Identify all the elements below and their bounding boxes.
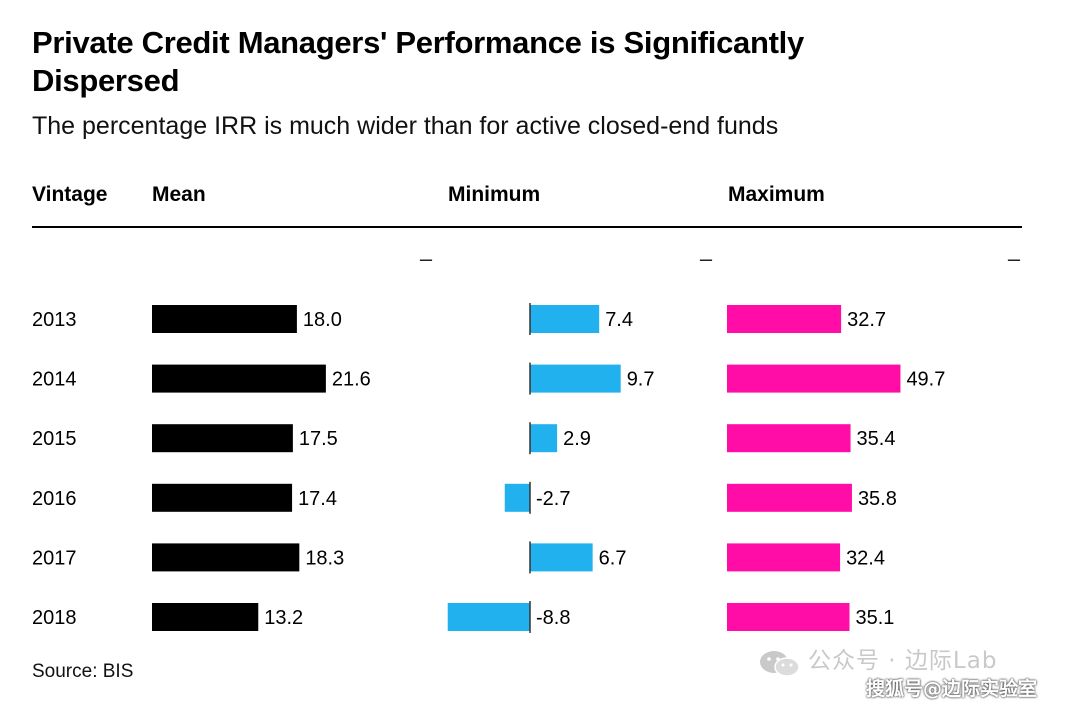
wechat-logo-icon [760,651,800,677]
vintage-label: 2018 [32,607,77,629]
maximum-value-label: 35.1 [855,607,894,629]
maximum-bar [727,424,851,453]
chart-subtitle: The percentage IRR is much wider than fo… [32,112,779,140]
mean-value-label: 17.5 [299,428,338,450]
mean-bar [152,483,293,512]
maximum-value-label: 32.7 [847,309,886,331]
maximum-value-label: 32.4 [846,547,885,569]
mean-bar [152,364,326,393]
minimum-value-label: -2.7 [536,488,570,510]
maximum-value-label: 49.7 [906,369,945,391]
watermark-sohu: 搜狐号@边际实验室 [866,678,1038,700]
column-header-maximum: Maximum [728,183,825,206]
minimum-bar [504,483,530,512]
minimum-value-label: 6.7 [599,547,627,569]
mean-value-label: 21.6 [332,369,371,391]
mean-value-label: 18.3 [305,547,344,569]
minimum-bar [530,364,621,393]
maximum-bar [727,543,841,572]
mean-value-label: 17.4 [298,488,337,510]
column-header-vintage: Vintage [32,183,108,206]
chart-title: Private Credit Managers' Performance is … [32,25,804,98]
minimum-bar [530,305,600,333]
minimum-value-label: 2.9 [563,428,591,450]
minimum-value-label: 7.4 [605,309,633,331]
maximum-bar [727,364,901,393]
mean-bar [152,543,300,572]
maximum-value-label: 35.8 [858,488,897,510]
minimum-value-label: -8.8 [536,607,570,629]
minimum-bar [530,543,593,572]
column-header-minimum: Minimum [448,183,541,206]
mean-bar [152,424,293,453]
axis-marker: – [420,246,433,271]
maximum-bar [727,305,842,333]
vintage-label: 2017 [32,547,77,569]
mean-bar [152,305,297,333]
mean-value-label: 13.2 [264,607,303,629]
vintage-label: 2014 [32,369,77,391]
axis-marker: – [1008,246,1021,271]
vintage-label: 2013 [32,309,77,331]
minimum-value-label: 9.7 [627,369,655,391]
maximum-bar [727,483,852,512]
watermark-wechat: 公众号 · 边际Lab [808,648,998,674]
vintage-label: 2015 [32,428,77,450]
mean-value-label: 18.0 [303,309,342,331]
vintage-label: 2016 [32,488,77,510]
minimum-bar [447,603,530,631]
column-header-mean: Mean [152,183,206,206]
minimum-bar [530,424,558,453]
mean-bar [152,603,259,631]
maximum-bar [727,603,850,631]
source-note: Source: BIS [32,661,134,682]
axis-marker: – [700,246,713,271]
maximum-value-label: 35.4 [857,428,896,450]
